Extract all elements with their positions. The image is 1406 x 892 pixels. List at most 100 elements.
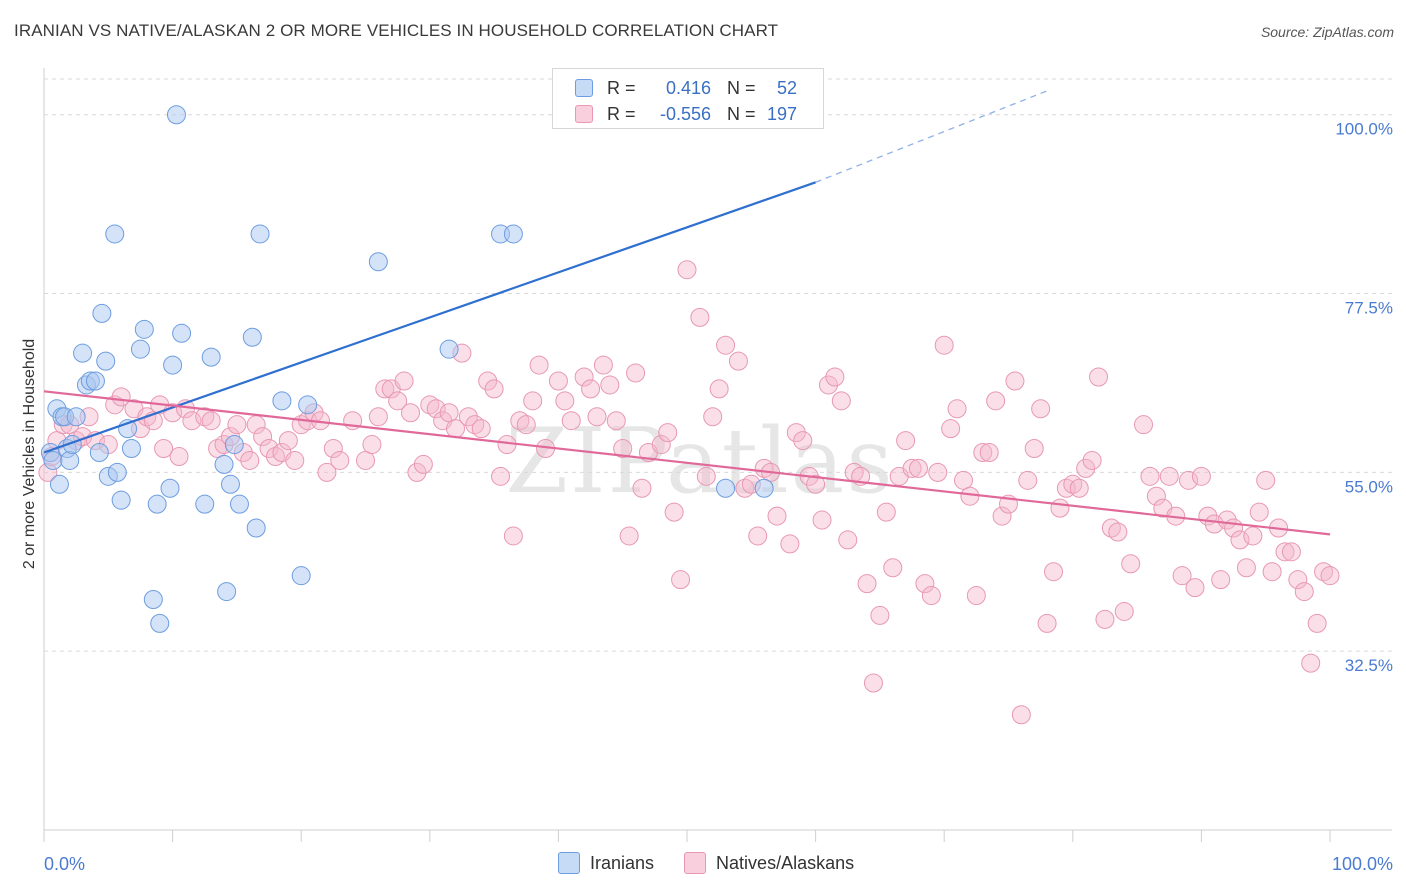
native-point (356, 450, 375, 470)
native-point (870, 605, 890, 625)
native-point (1301, 653, 1321, 673)
native-point (606, 411, 626, 431)
native-point (1076, 458, 1096, 478)
legend-r-label: R = (607, 77, 636, 98)
native-point (323, 439, 343, 459)
native-point (401, 403, 421, 423)
iranian-point (503, 224, 523, 244)
y-tick-label: 100.0% (1335, 120, 1393, 139)
native-point (484, 379, 504, 399)
native-point (786, 423, 806, 443)
native-point (812, 510, 832, 530)
native-point (182, 411, 202, 431)
watermark: ZIPatlas (505, 409, 894, 514)
iranian-point (220, 474, 240, 494)
native-point (1044, 562, 1064, 582)
native-point (478, 371, 498, 391)
native-point (1005, 371, 1025, 391)
iranian-point (298, 395, 318, 415)
native-point (992, 506, 1012, 526)
iranian-point (160, 478, 180, 498)
native-point (979, 443, 999, 462)
native-point (368, 407, 388, 427)
native-point (966, 586, 986, 606)
native-point (1281, 542, 1301, 562)
native-point (169, 446, 189, 466)
native-point (439, 403, 459, 423)
native-point (407, 462, 427, 482)
native-point (503, 526, 523, 546)
iranian-point (134, 319, 154, 339)
iranian-trend-extension (815, 90, 1048, 183)
iranian-point (105, 224, 125, 244)
source-label: Source: ZipAtlas.com (1260, 24, 1394, 40)
native-point (1230, 530, 1250, 550)
native-point (1185, 578, 1205, 598)
native-point (1031, 399, 1051, 419)
native-point (960, 486, 980, 506)
native-point (529, 355, 549, 375)
native-point (1236, 558, 1256, 578)
iranian-point (217, 582, 237, 602)
native-point (259, 439, 279, 459)
native-point (690, 307, 710, 327)
x-tick-label: 100.0% (1332, 854, 1393, 874)
native-point (1089, 367, 1109, 387)
native-point (632, 478, 652, 498)
native-point (934, 335, 954, 355)
iranian-point (754, 478, 774, 498)
native-point (574, 367, 594, 387)
native-point (953, 470, 973, 490)
iranian-point (716, 478, 736, 498)
native-point (677, 260, 697, 280)
iranian-point (229, 494, 249, 514)
native-point (317, 462, 337, 482)
native-point (986, 391, 1006, 411)
iranian-point (166, 105, 186, 125)
native-point (491, 466, 511, 486)
legend-row-natives: R = -0.556 N = 197 (575, 102, 797, 126)
y-tick-label: 32.5% (1345, 656, 1393, 675)
native-point (330, 450, 350, 470)
native-point (523, 391, 543, 411)
native-point (593, 355, 613, 375)
native-point (780, 534, 800, 554)
native-point (1069, 478, 1089, 498)
legend-row-iranians: R = 0.416 N = 52 (575, 76, 797, 100)
native-point (626, 363, 646, 383)
native-point (394, 371, 414, 391)
native-point (1320, 566, 1340, 586)
legend-r-label: R = (607, 103, 636, 124)
native-point (548, 371, 568, 391)
native-point (902, 458, 922, 478)
native-point (1262, 562, 1282, 582)
iranian-point (368, 252, 388, 272)
legend-n-label: N = (727, 77, 756, 98)
iranian-point (96, 351, 116, 371)
native-point (1211, 570, 1231, 590)
bottom-legend-natives: Natives/Alaskans (684, 852, 854, 874)
native-point (696, 466, 716, 486)
native-point (651, 435, 671, 455)
iranian-point (246, 518, 266, 538)
y-tick-label: 55.0% (1345, 477, 1393, 496)
native-point (278, 431, 298, 451)
legend-swatch-pink (575, 105, 593, 123)
native-point (1249, 502, 1269, 522)
native-point (896, 431, 916, 451)
native-point (587, 407, 607, 427)
native-point (1050, 498, 1070, 518)
bottom-legend-swatch-blue (558, 852, 580, 874)
native-point (716, 335, 736, 355)
native-point (1108, 522, 1128, 542)
native-point (825, 367, 845, 387)
native-point (1217, 510, 1237, 530)
native-point (285, 450, 305, 470)
native-point (1159, 466, 1179, 486)
native-point (375, 379, 395, 399)
iranian-point (250, 224, 270, 244)
native-point (748, 526, 768, 546)
native-point (1288, 570, 1308, 590)
native-point (201, 411, 221, 431)
iranian-point (89, 443, 109, 462)
